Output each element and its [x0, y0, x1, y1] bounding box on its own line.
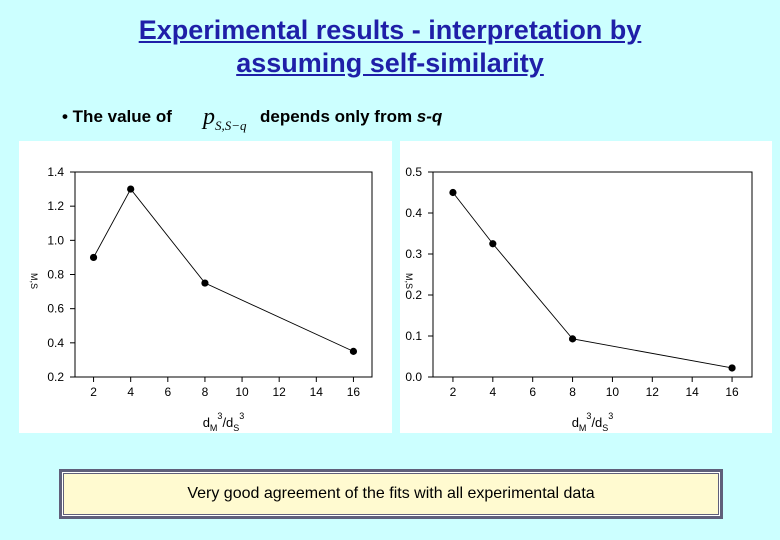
x-tick-label: 8	[202, 385, 209, 399]
x-tick-label: 4	[489, 385, 496, 399]
data-point	[127, 185, 135, 193]
x-tick-label: 12	[273, 385, 287, 399]
data-point	[489, 240, 497, 248]
y-tick-label: 0.2	[47, 370, 64, 384]
x-axis-label-part: d	[203, 415, 210, 430]
plot-frame	[432, 171, 753, 378]
y-tick-label: 0.6	[47, 302, 64, 316]
y-tick-label: 0.0	[405, 370, 422, 384]
slide-title: Experimental results - interpretation by…	[0, 14, 780, 80]
y-tick-label: 0.4	[405, 206, 422, 220]
title-line-2: assuming self-similarity	[236, 48, 544, 78]
x-axis-label-part: /d	[591, 415, 602, 430]
y-tick-label: 1.0	[47, 233, 64, 247]
x-axis-label-part: S	[602, 423, 608, 433]
x-tick-label: 10	[235, 385, 249, 399]
formula-subscript: S,S−q	[215, 117, 247, 133]
x-tick-label: 12	[646, 385, 660, 399]
y-axis-label: M,S	[29, 273, 39, 289]
data-point	[449, 188, 457, 197]
x-tick-label: 6	[529, 385, 536, 399]
x-tick-label: 14	[310, 385, 324, 399]
x-tick-label: 10	[606, 385, 620, 399]
conclusion-text: Very good agreement of the fits with all…	[187, 485, 595, 502]
formula: pS,S−q	[203, 104, 247, 134]
x-axis-label-part: 3	[217, 411, 222, 421]
chart-left: 0.20.40.60.81.01.21.42 4 6 8 10 12 14 16dM3/dS3…	[29, 165, 373, 433]
x-tick-label: 16	[347, 385, 361, 399]
y-tick-label: 0.2	[405, 288, 422, 302]
x-axis-label-part: 3	[608, 411, 613, 421]
x-tick-label: 8	[569, 385, 576, 399]
data-point	[728, 364, 736, 372]
data-point	[89, 253, 98, 262]
bullet-suffix-text: depends only from	[260, 107, 417, 126]
data-point	[568, 335, 577, 343]
formula-base: p	[203, 104, 215, 130]
y-tick-label: 1.4	[47, 165, 64, 179]
x-axis-label-part: 3	[586, 411, 591, 421]
x-axis-label-part: /d	[222, 415, 233, 430]
x-axis-label-part: S	[233, 423, 239, 433]
series-line	[93, 188, 354, 352]
x-axis-label-part: M	[210, 423, 218, 433]
plot-frame	[74, 171, 373, 378]
x-tick-label: 16	[725, 385, 739, 399]
x-tick-label: 6	[164, 385, 171, 399]
data-point	[349, 347, 358, 355]
y-tick-label: 0.8	[47, 268, 64, 282]
x-axis-label-part: d	[572, 415, 579, 430]
y-tick-label: 1.2	[47, 199, 64, 213]
chart-panel-left: 0.2 0.4 0.6 0.8 1.0 1.2 1.4 2 4 6 8 10 12 14 16 dM3/dS3…	[19, 141, 392, 433]
conclusion-box: Very good agreement of the fits with all…	[59, 469, 723, 519]
x-axis-label-part: M	[579, 423, 587, 433]
bullet-suffix: depends only from s-q	[260, 107, 442, 127]
data-point	[201, 279, 209, 287]
x-tick-label: 4	[127, 385, 134, 399]
title-line-1: Experimental results - interpretation by	[138, 15, 642, 45]
x-axis-label: dM3/dS3	[203, 411, 245, 433]
bullet-text: • The value of	[62, 107, 172, 126]
y-tick-label: 0.5	[405, 165, 422, 179]
y-tick-label: 0.3	[405, 247, 422, 261]
x-tick-label: 14	[686, 385, 700, 399]
y-axis-label: M,S	[404, 273, 414, 289]
x-axis-label-part: 3	[239, 411, 244, 421]
x-axis-label: dM3/dS3	[572, 411, 614, 433]
chart-panel-right: 0.0 0.1 0.2 0.3 0.4 0.5 2 4 6 8 10 12 14 16 dM3/dS3 M,S	[400, 141, 772, 433]
y-tick-label: 0.4	[47, 336, 64, 350]
bullet-suffix-var: s-q	[416, 107, 443, 126]
series-line	[452, 192, 733, 369]
x-tick-label: 2	[90, 385, 97, 399]
x-tick-label: 2	[450, 385, 457, 399]
y-tick-label: 0.1	[405, 329, 422, 343]
